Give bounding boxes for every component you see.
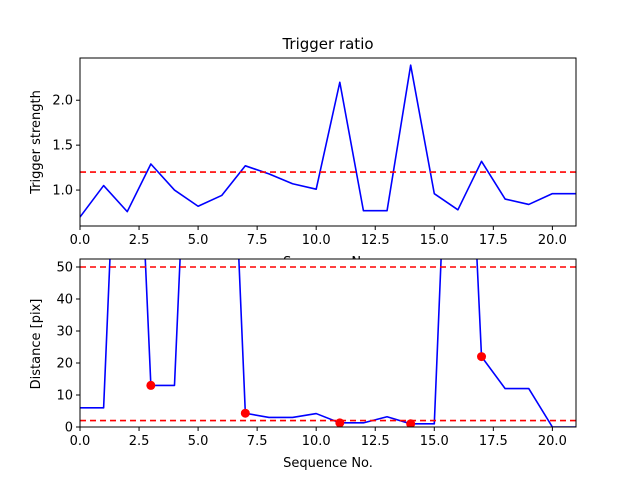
distance-chart: Sequence No. Distance [pix] 0.0 2.5 5.0 7.5… bbox=[29, 258, 577, 471]
y-tick-label: 2.0 bbox=[52, 94, 73, 109]
x-tick-label: 10.0 bbox=[302, 434, 331, 449]
x-tick-label: 5.0 bbox=[188, 434, 209, 449]
x-tick-label: 2.5 bbox=[129, 233, 150, 248]
x-tick-label: 0.0 bbox=[70, 434, 91, 449]
trigger-ratio-chart: Trigger ratio Trigger strength 0.0 2.5 5.0… bbox=[29, 35, 577, 248]
x-tick-label: 15.0 bbox=[420, 233, 449, 248]
y-tick-label: 30 bbox=[56, 325, 73, 340]
data-point-marker bbox=[406, 419, 416, 427]
x-tick-label: 20.0 bbox=[538, 434, 567, 449]
x-tick-label: 17.5 bbox=[479, 233, 508, 248]
axes-frame bbox=[79, 258, 577, 428]
y-tick-label: 40 bbox=[56, 293, 73, 308]
data-point-marker bbox=[335, 418, 345, 427]
y-tick-label: 20 bbox=[56, 357, 73, 372]
data-point-marker bbox=[240, 408, 250, 418]
series-line bbox=[80, 64, 576, 218]
data-point-marker bbox=[477, 352, 487, 362]
x-tick-label: 5.0 bbox=[188, 233, 209, 248]
chart-title: Trigger ratio bbox=[281, 35, 373, 53]
x-tick-label: 0.0 bbox=[70, 233, 91, 248]
plot-content bbox=[80, 64, 576, 218]
x-tick-label: 17.5 bbox=[479, 434, 508, 449]
x-axis-label: Sequence No. bbox=[283, 456, 373, 471]
x-tick-label: 7.5 bbox=[247, 233, 268, 248]
y-tick-label: 10 bbox=[56, 389, 73, 404]
plot-content bbox=[80, 259, 576, 427]
x-tick-label: 10.0 bbox=[302, 233, 331, 248]
x-tick-label: 15.0 bbox=[420, 434, 449, 449]
y-tick-label: 0 bbox=[65, 421, 73, 436]
plot-area bbox=[80, 58, 576, 226]
series-line bbox=[80, 259, 576, 427]
y-axis-label: Distance [pix] bbox=[29, 299, 44, 390]
x-tick-label: 7.5 bbox=[247, 434, 268, 449]
data-point-marker bbox=[146, 380, 156, 390]
x-tick-label: 12.5 bbox=[361, 233, 390, 248]
x-tick-label: 2.5 bbox=[129, 434, 150, 449]
plot-area bbox=[80, 259, 576, 427]
axes-frame bbox=[79, 57, 577, 227]
x-tick-label: 12.5 bbox=[361, 434, 390, 449]
y-tick-label: 1.0 bbox=[52, 184, 73, 199]
x-tick-label: 20.0 bbox=[538, 233, 567, 248]
y-axis-label: Trigger strength bbox=[29, 90, 44, 195]
y-tick-label: 1.5 bbox=[52, 139, 73, 154]
y-tick-label: 50 bbox=[56, 261, 73, 276]
